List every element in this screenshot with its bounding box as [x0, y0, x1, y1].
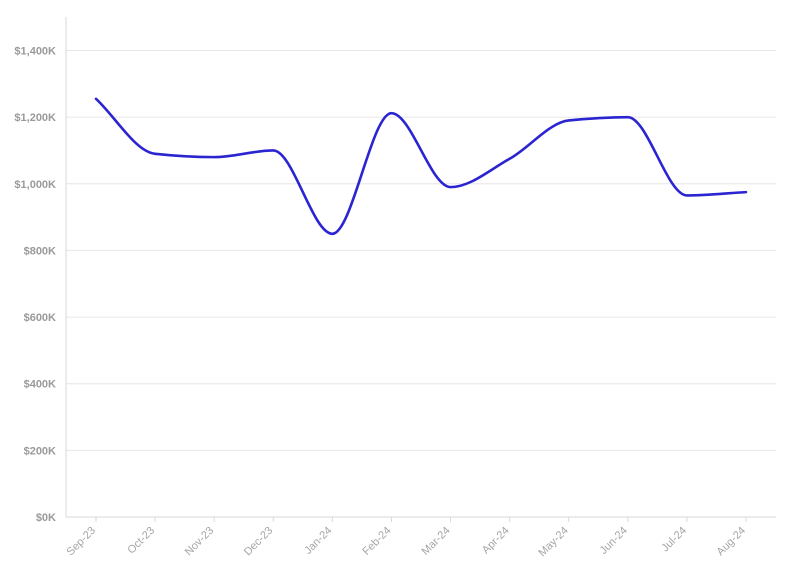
x-axis-tick-labels: Sep-23 Oct-23 Nov-23 Dec-23 Jan-24 Feb-24 Mar-… — [65, 525, 749, 559]
y-tick-label: $1,200K — [14, 112, 56, 124]
x-tick-label: Jan-24 — [302, 525, 334, 557]
y-tick-label: $600K — [24, 312, 56, 324]
x-tick-label: May-24 — [536, 525, 570, 559]
gridlines — [66, 50, 776, 451]
x-tick-label: Nov-23 — [183, 525, 217, 559]
y-tick-label: $1,400K — [14, 46, 56, 58]
x-tick-label: Dec-23 — [242, 525, 276, 559]
y-tick-label: $200K — [24, 445, 56, 457]
x-tick-label: Aug-24 — [715, 525, 749, 559]
y-tick-label: $1,000K — [14, 179, 56, 191]
x-tick-label: Jul-24 — [659, 525, 689, 555]
series-line — [94, 97, 748, 236]
x-tick-label: Apr-24 — [480, 525, 512, 557]
y-tick-label: $800K — [24, 245, 56, 257]
axes — [65, 17, 776, 522]
x-tick-label: Oct-23 — [125, 525, 157, 557]
y-axis-tick-labels: $0K $200K $400K $600K $800K $1,000K $1,200K $1,… — [14, 46, 56, 525]
series-layer — [94, 97, 748, 236]
x-tick-label: Mar-24 — [420, 525, 453, 558]
y-tick-label: $0K — [36, 512, 56, 524]
x-tick-label: Sep-23 — [65, 525, 99, 559]
x-tick-label: Jun-24 — [598, 525, 630, 557]
y-tick-label: $400K — [24, 379, 56, 391]
x-tick-label: Feb-24 — [360, 525, 393, 558]
